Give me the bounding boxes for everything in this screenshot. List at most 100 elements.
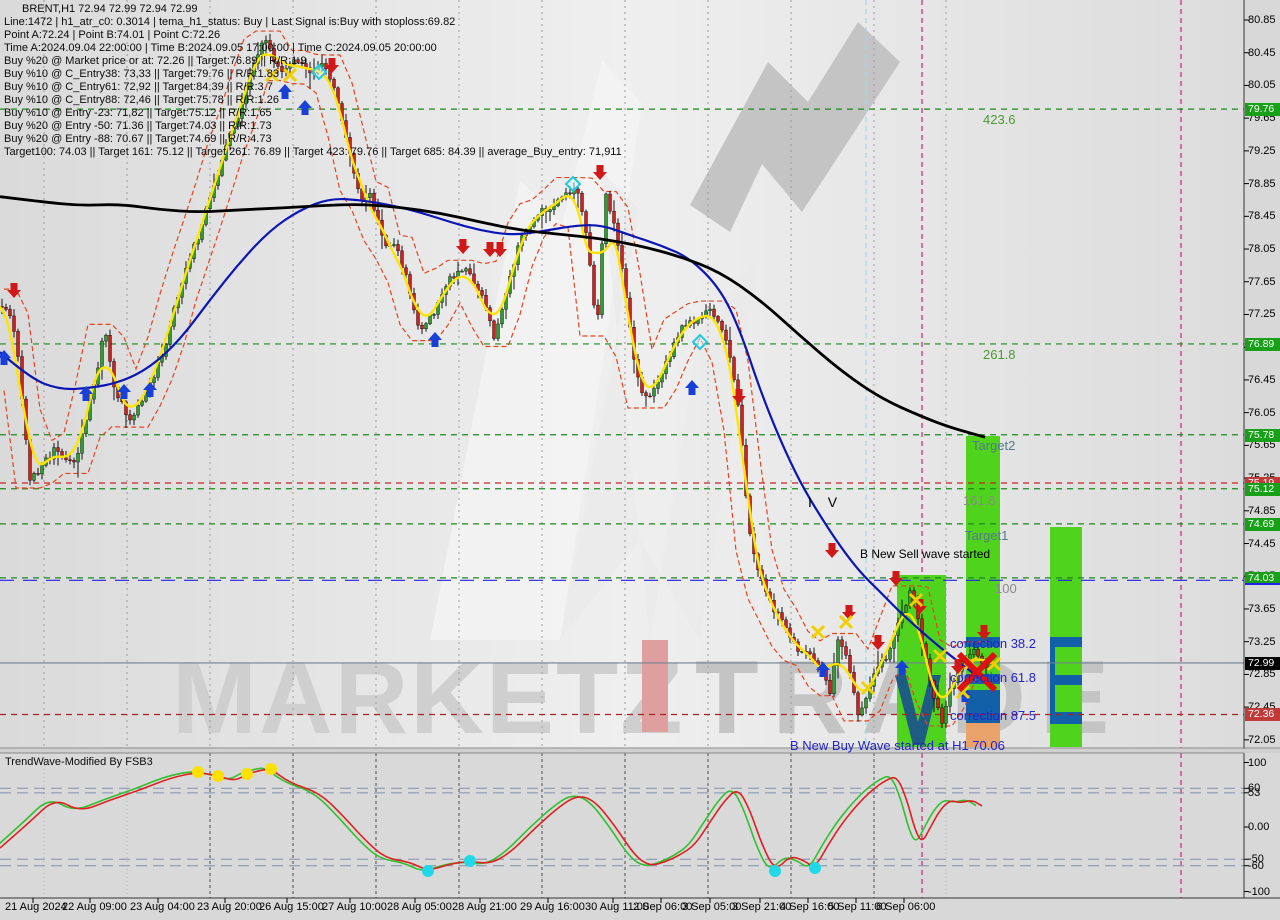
price-badge-75-78: 75.78 [1245,428,1280,442]
sell-arrow-icon [951,659,965,674]
sell-wave-label: B New Sell wave started [860,547,991,561]
price-tick-label: 74.85 [1248,504,1276,517]
sell-arrow-icon [593,165,607,180]
price-badge-74-03: 74.03 [1245,571,1280,585]
sell-arrow-icon [732,389,746,404]
price-tick-label: 80.05 [1248,79,1276,92]
exit-x-icon [860,680,876,696]
buy-wave-label: B New Buy Wave started at H1 70.06 [790,738,1005,753]
sell-arrow-icon [913,599,927,614]
trendwave-green-line [0,767,977,871]
target2-label: Target2 [972,438,1016,453]
time-tick-label: 3 Sep 21:00 [732,901,792,913]
stop-envelope [3,30,989,727]
buy-entry-50-line: Buy %20 @ Entry -50: 71.36 || Target:74.… [4,120,272,132]
level-lines [0,108,1244,716]
ma-slow-black [0,195,986,439]
buy-arrow-icon [428,332,442,347]
time-tick-label: 28 Aug 21:00 [452,901,517,913]
price-tick-label: 76.05 [1248,406,1276,419]
targets-summary-line: Target100: 74.03 || Target 161: 75.12 ||… [4,146,622,158]
price-tick-label: 75.65 [1248,439,1276,452]
oscillator-tick-label: 0.00 [1248,821,1270,833]
buy-entry38-line: Buy %10 @ C_Entry38: 73,33 || Target:79.… [4,68,279,80]
buy-arrow-icon [685,380,699,395]
sell-arrow-icon [977,625,991,640]
buy-entry61-line: Buy %10 @ C_Entry61: 72,92 || Target:84.… [4,81,273,93]
price-tick-label: 80.45 [1248,46,1276,59]
oscillator-tick-label: -60 [1248,859,1264,872]
trough-dot-icon [422,864,434,877]
buy-arrow-icon [816,662,830,677]
signal-arrows [0,58,1002,702]
buy-arrow-icon [298,100,312,115]
sell-arrow-icon [871,635,885,650]
price-tick-label: 77.25 [1248,308,1276,321]
correction-875-label: correction 87.5 [950,708,1036,723]
points-line: Point A:72.24 | Point B:74.01 | Point C:… [4,29,221,41]
buy-entry-23-line: Buy %10 @ Entry -23: 71,82 || Target:75.… [4,107,272,119]
buy-arrow-icon [143,382,157,397]
exit-x-icon [908,592,924,608]
buy-arrow-icon [0,350,11,365]
buy-entry88-line: Buy %10 @ C_Entry88: 72,46 || Target:75.… [4,94,279,106]
exit-x-icon [810,624,826,640]
trendwave-oscillator [0,753,1244,898]
target1-label: Target1 [965,528,1009,543]
subwindow-title: TrendWave-Modified By FSB3 [5,756,153,768]
correction-618-label: correction 61.8 [950,670,1036,685]
correction-382-label: correction 38.2 [950,636,1036,651]
buy-market-line: Buy %20 @ Market price or at: 72.26 || T… [4,55,307,67]
ohlc-line: BRENT,H1 72.94 72.99 72.94 72.99 [22,3,198,15]
buy-arrow-icon [278,84,292,99]
sell-arrow-icon [493,242,507,257]
watermark-bar [642,640,668,732]
forecast-zones [895,436,1082,747]
price-tick-label: 78.85 [1248,177,1276,190]
sell-arrow-icon [325,58,339,73]
oscillator-tick-label: 100 [1248,756,1267,769]
tema-diamond-icon [564,175,582,193]
time-tick-label: 30 Aug 11:00 [585,901,650,913]
big-x-icon [956,651,998,693]
fib-261-label: 261.8 [983,347,1016,362]
time-tick-label: 3 Sep 05:00 [682,901,742,913]
watermark-text-left: MARKETZ [172,641,685,755]
time-tick-label: 28 Aug 05:00 [387,901,452,913]
time-tick-label: 21 Aug 2024 [5,901,67,913]
price-tick-label: 72.85 [1248,668,1276,681]
peak-dot-icon [265,762,277,775]
exit-x-icon [932,648,948,664]
oscillator-tick-label: 60 [1248,782,1261,795]
trough-dot-icon [464,854,476,867]
buy-arrow-icon [79,386,93,401]
trough-dot-icon [769,864,781,877]
buy-entry-88n-line: Buy %20 @ Entry -88: 70.67 || Target:74.… [4,133,272,145]
wave-iv-label: I V [808,494,844,510]
time-tick-label: 22 Aug 09:00 [62,901,127,913]
tema-diamond-icon [310,63,328,81]
exit-x-icon [264,67,280,83]
price-badge-74-69: 74.69 [1245,517,1280,531]
trough-dot-icon [809,862,821,875]
fib-161-label: 161.8 [963,493,996,508]
price-tick-label: 78.05 [1248,243,1276,256]
oscillator-tick-label: -100 [1248,885,1271,898]
price-tick-label: 80.85 [1248,14,1276,26]
price-tick-label: 73.25 [1248,635,1276,648]
time-tick-label: 2 Sep 06:00 [633,901,693,913]
time-tick-label: 23 Aug 04:00 [130,901,195,913]
signal-line: Line:1472 | h1_atr_c0: 0.3014 | tema_h1_… [4,16,456,28]
exit-x-icon [282,67,298,83]
oscillator-tick-label: 53 [1248,786,1261,799]
price-badge-76-89: 76.89 [1245,337,1280,351]
time-tick-label: 4 Sep 16:00 [780,901,840,913]
price-tick-label: 73.65 [1248,602,1276,615]
oscillator-tick-label: -50 [1248,853,1264,866]
time-tick-label: 6 Sep 06:00 [876,901,936,913]
sell-arrow-icon [456,239,470,254]
sell-arrow-icon [7,283,21,298]
